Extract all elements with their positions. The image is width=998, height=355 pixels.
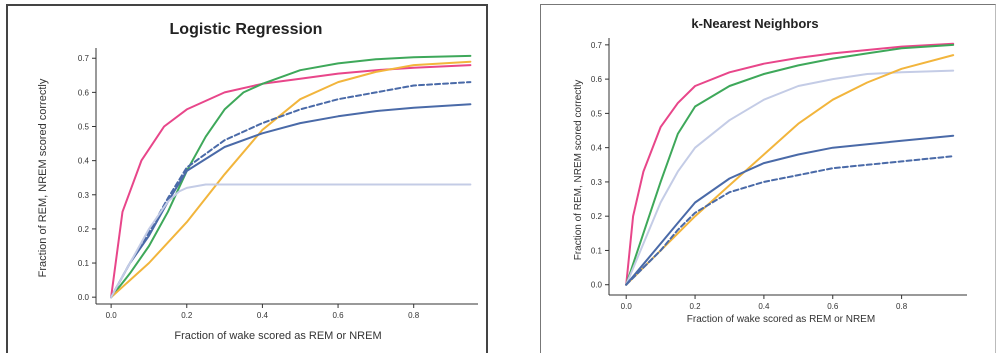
y-tick-label: 0.6	[78, 88, 90, 97]
x-tick-label: 0.6	[827, 302, 839, 311]
chart-title: Logistic Regression	[170, 21, 323, 38]
x-tick-label: 0.2	[689, 302, 701, 311]
series-line-2	[110, 54, 472, 299]
y-tick-label: 0.3	[591, 178, 603, 187]
x-axis-label: Fraction of wake scored as REM or NREM	[174, 330, 381, 342]
x-tick-label: 0.0	[621, 302, 633, 311]
chart-logistic-regression: Logistic Regression 0.0 0.1 0.2 0.3 0.4 0.5 0.6…	[37, 21, 478, 342]
x-tick-label: 0.0	[106, 311, 118, 320]
series-line-4	[625, 54, 955, 286]
y-tick-label: 0.7	[591, 41, 603, 50]
y-tick-label: 0.5	[591, 109, 603, 118]
y-axis-label: Fraction of REM, NREM scored correctly	[573, 80, 584, 261]
y-tick-label: 0.4	[78, 157, 90, 166]
y-tick-label: 0.7	[78, 54, 90, 63]
y-tick-label: 0.1	[591, 246, 603, 255]
chart-panel-knn: k-Nearest Neighbors 0.0 0.1 0.2 0.3 0.4 0.5 0.6…	[540, 4, 996, 353]
series-line-4	[110, 103, 472, 299]
x-axis-label: Fraction of wake scored as REM or NREM	[687, 314, 875, 325]
x-tick-label: 0.6	[332, 311, 344, 320]
x-tick-label: 0.8	[896, 302, 908, 311]
y-tick-label: 0.3	[78, 191, 90, 200]
y-tick-label: 0.2	[78, 225, 90, 234]
x-tick-label: 0.2	[181, 311, 193, 320]
y-tick-label: 0.6	[591, 75, 603, 84]
chart-title: k-Nearest Neighbors	[691, 16, 818, 31]
y-tick-label: 0.0	[78, 293, 90, 302]
y-tick-label: 0.2	[591, 212, 603, 221]
series-line-5	[110, 81, 472, 299]
chart-k-nearest-neighbors: k-Nearest Neighbors 0.0 0.1 0.2 0.3 0.4 0.5 0.6…	[573, 16, 967, 325]
x-tick-label: 0.8	[408, 311, 420, 320]
y-tick-label: 0.4	[591, 144, 603, 153]
series-line-2	[625, 43, 955, 286]
series-line-6	[625, 155, 955, 286]
series-line-6	[110, 183, 472, 299]
y-axis-label: Fraction of REM, NREM scored correctly	[37, 78, 49, 277]
y-tick-label: 0.0	[591, 281, 603, 290]
series-line-3	[110, 60, 472, 299]
y-tick-label: 0.5	[78, 123, 90, 132]
x-tick-label: 0.4	[257, 311, 269, 320]
series-line-1	[625, 42, 955, 286]
series-line-1	[110, 64, 472, 299]
series-line-5	[625, 134, 955, 286]
x-tick-label: 0.4	[758, 302, 770, 311]
y-tick-label: 0.1	[78, 259, 90, 268]
chart-panel-logistic-regression: Logistic Regression 0.0 0.1 0.2 0.3 0.4 0.5 0.6…	[6, 4, 488, 353]
series-line-3	[625, 69, 955, 286]
